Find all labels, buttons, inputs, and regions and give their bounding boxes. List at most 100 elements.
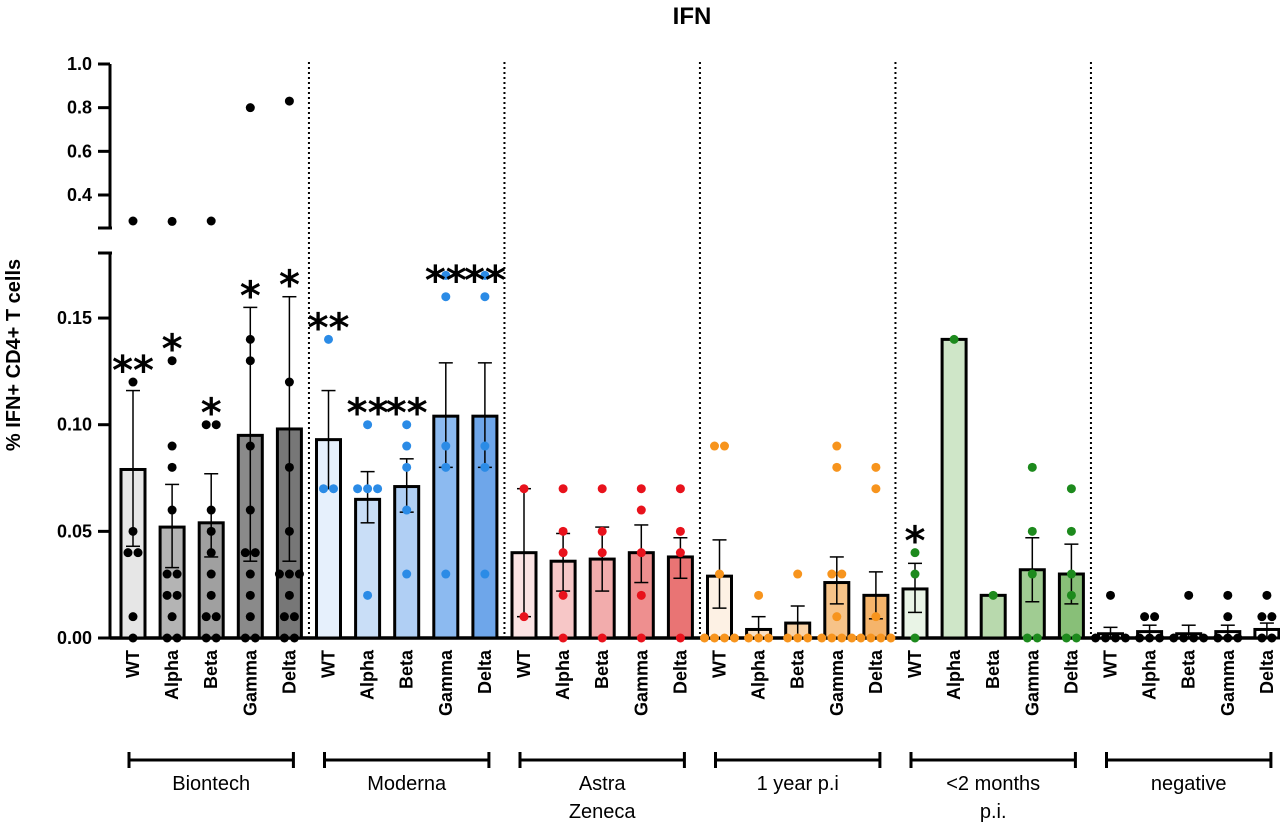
group-label: Astra bbox=[579, 773, 627, 795]
data-point bbox=[715, 569, 724, 579]
data-point bbox=[871, 612, 881, 622]
data-point bbox=[1267, 612, 1277, 622]
data-point bbox=[402, 569, 412, 579]
data-point bbox=[274, 569, 284, 579]
x-tick-label: Alpha bbox=[749, 649, 769, 700]
data-point bbox=[988, 590, 998, 600]
significance-stars: ** bbox=[308, 305, 350, 351]
significance-stars: * bbox=[905, 519, 926, 565]
data-point bbox=[201, 612, 211, 622]
chart-title: IFN bbox=[673, 3, 712, 30]
x-tick-label: Gamma bbox=[240, 649, 260, 716]
data-point bbox=[1155, 633, 1165, 643]
data-point bbox=[167, 441, 177, 451]
data-point bbox=[793, 569, 803, 579]
x-tick-label: Gamma bbox=[631, 649, 651, 716]
data-point bbox=[206, 548, 216, 558]
data-point bbox=[1223, 590, 1233, 600]
x-tick-label: Alpha bbox=[1140, 649, 1160, 700]
x-tick-label: Beta bbox=[592, 649, 612, 689]
data-point bbox=[201, 633, 211, 643]
significance-stars: ** bbox=[386, 391, 428, 437]
data-point bbox=[480, 462, 490, 472]
data-point bbox=[128, 633, 138, 643]
data-point bbox=[240, 548, 250, 558]
data-point bbox=[206, 216, 216, 226]
y-tick-label: 0.10 bbox=[57, 415, 92, 435]
data-point bbox=[754, 590, 764, 600]
group-label: Biontech bbox=[172, 773, 250, 795]
data-point bbox=[597, 526, 607, 536]
data-point bbox=[245, 356, 255, 366]
x-tick-label: Gamma bbox=[1022, 649, 1042, 716]
data-point bbox=[167, 505, 177, 515]
x-tick-label: Alpha bbox=[553, 649, 573, 700]
bar bbox=[979, 593, 1007, 640]
data-point bbox=[871, 484, 881, 494]
data-point bbox=[284, 526, 294, 536]
data-point bbox=[162, 569, 172, 579]
data-point bbox=[710, 633, 719, 643]
data-point bbox=[1150, 612, 1160, 622]
x-tick-label: Alpha bbox=[162, 649, 182, 700]
data-point bbox=[373, 484, 383, 494]
x-tick-label: Beta bbox=[397, 649, 417, 689]
data-point bbox=[128, 216, 138, 226]
data-point bbox=[675, 526, 685, 536]
data-point bbox=[1140, 612, 1150, 622]
data-point bbox=[1032, 633, 1042, 643]
significance-stars: ** bbox=[347, 391, 389, 437]
data-point bbox=[636, 484, 646, 494]
data-point bbox=[1106, 590, 1115, 600]
x-tick-label: WT bbox=[905, 650, 925, 678]
x-tick-label: WT bbox=[1101, 650, 1121, 678]
data-point bbox=[1111, 633, 1120, 643]
x-tick-label: WT bbox=[514, 650, 534, 678]
data-point bbox=[324, 334, 333, 344]
data-point bbox=[764, 633, 774, 643]
data-point bbox=[700, 633, 709, 643]
y-tick-label: 0.00 bbox=[57, 628, 92, 648]
data-point bbox=[245, 569, 255, 579]
data-point bbox=[1066, 484, 1076, 494]
data-point bbox=[803, 633, 813, 643]
data-point bbox=[162, 633, 172, 643]
data-point bbox=[284, 590, 294, 600]
data-point bbox=[827, 633, 837, 643]
data-point bbox=[172, 633, 182, 643]
data-point bbox=[558, 548, 568, 558]
data-point bbox=[329, 484, 338, 494]
data-point bbox=[1066, 590, 1076, 600]
data-point bbox=[1027, 569, 1037, 579]
data-point bbox=[480, 569, 490, 579]
data-point bbox=[245, 103, 255, 113]
data-point bbox=[558, 484, 568, 494]
data-point bbox=[558, 526, 568, 536]
data-point bbox=[480, 292, 490, 302]
data-point bbox=[886, 633, 896, 643]
data-point bbox=[1223, 612, 1233, 622]
bar bbox=[940, 337, 968, 640]
data-point bbox=[1257, 633, 1267, 643]
significance-stars: ** bbox=[112, 348, 154, 394]
data-point bbox=[1189, 633, 1199, 643]
data-point bbox=[1027, 526, 1037, 536]
x-tick-label: Alpha bbox=[358, 649, 378, 700]
data-point bbox=[1066, 569, 1076, 579]
data-point bbox=[856, 633, 866, 643]
data-point bbox=[876, 633, 886, 643]
data-point bbox=[636, 505, 646, 515]
y-tick-label: 0.15 bbox=[57, 308, 92, 328]
data-point bbox=[294, 569, 304, 579]
x-tick-label: Gamma bbox=[827, 649, 847, 716]
data-point bbox=[1223, 633, 1233, 643]
x-tick-label: Delta bbox=[1257, 649, 1277, 694]
data-point bbox=[240, 633, 250, 643]
data-point bbox=[1071, 633, 1081, 643]
data-point bbox=[1145, 633, 1155, 643]
data-point bbox=[744, 633, 754, 643]
data-point bbox=[441, 441, 451, 451]
data-point bbox=[1022, 633, 1032, 643]
data-point bbox=[245, 505, 255, 515]
